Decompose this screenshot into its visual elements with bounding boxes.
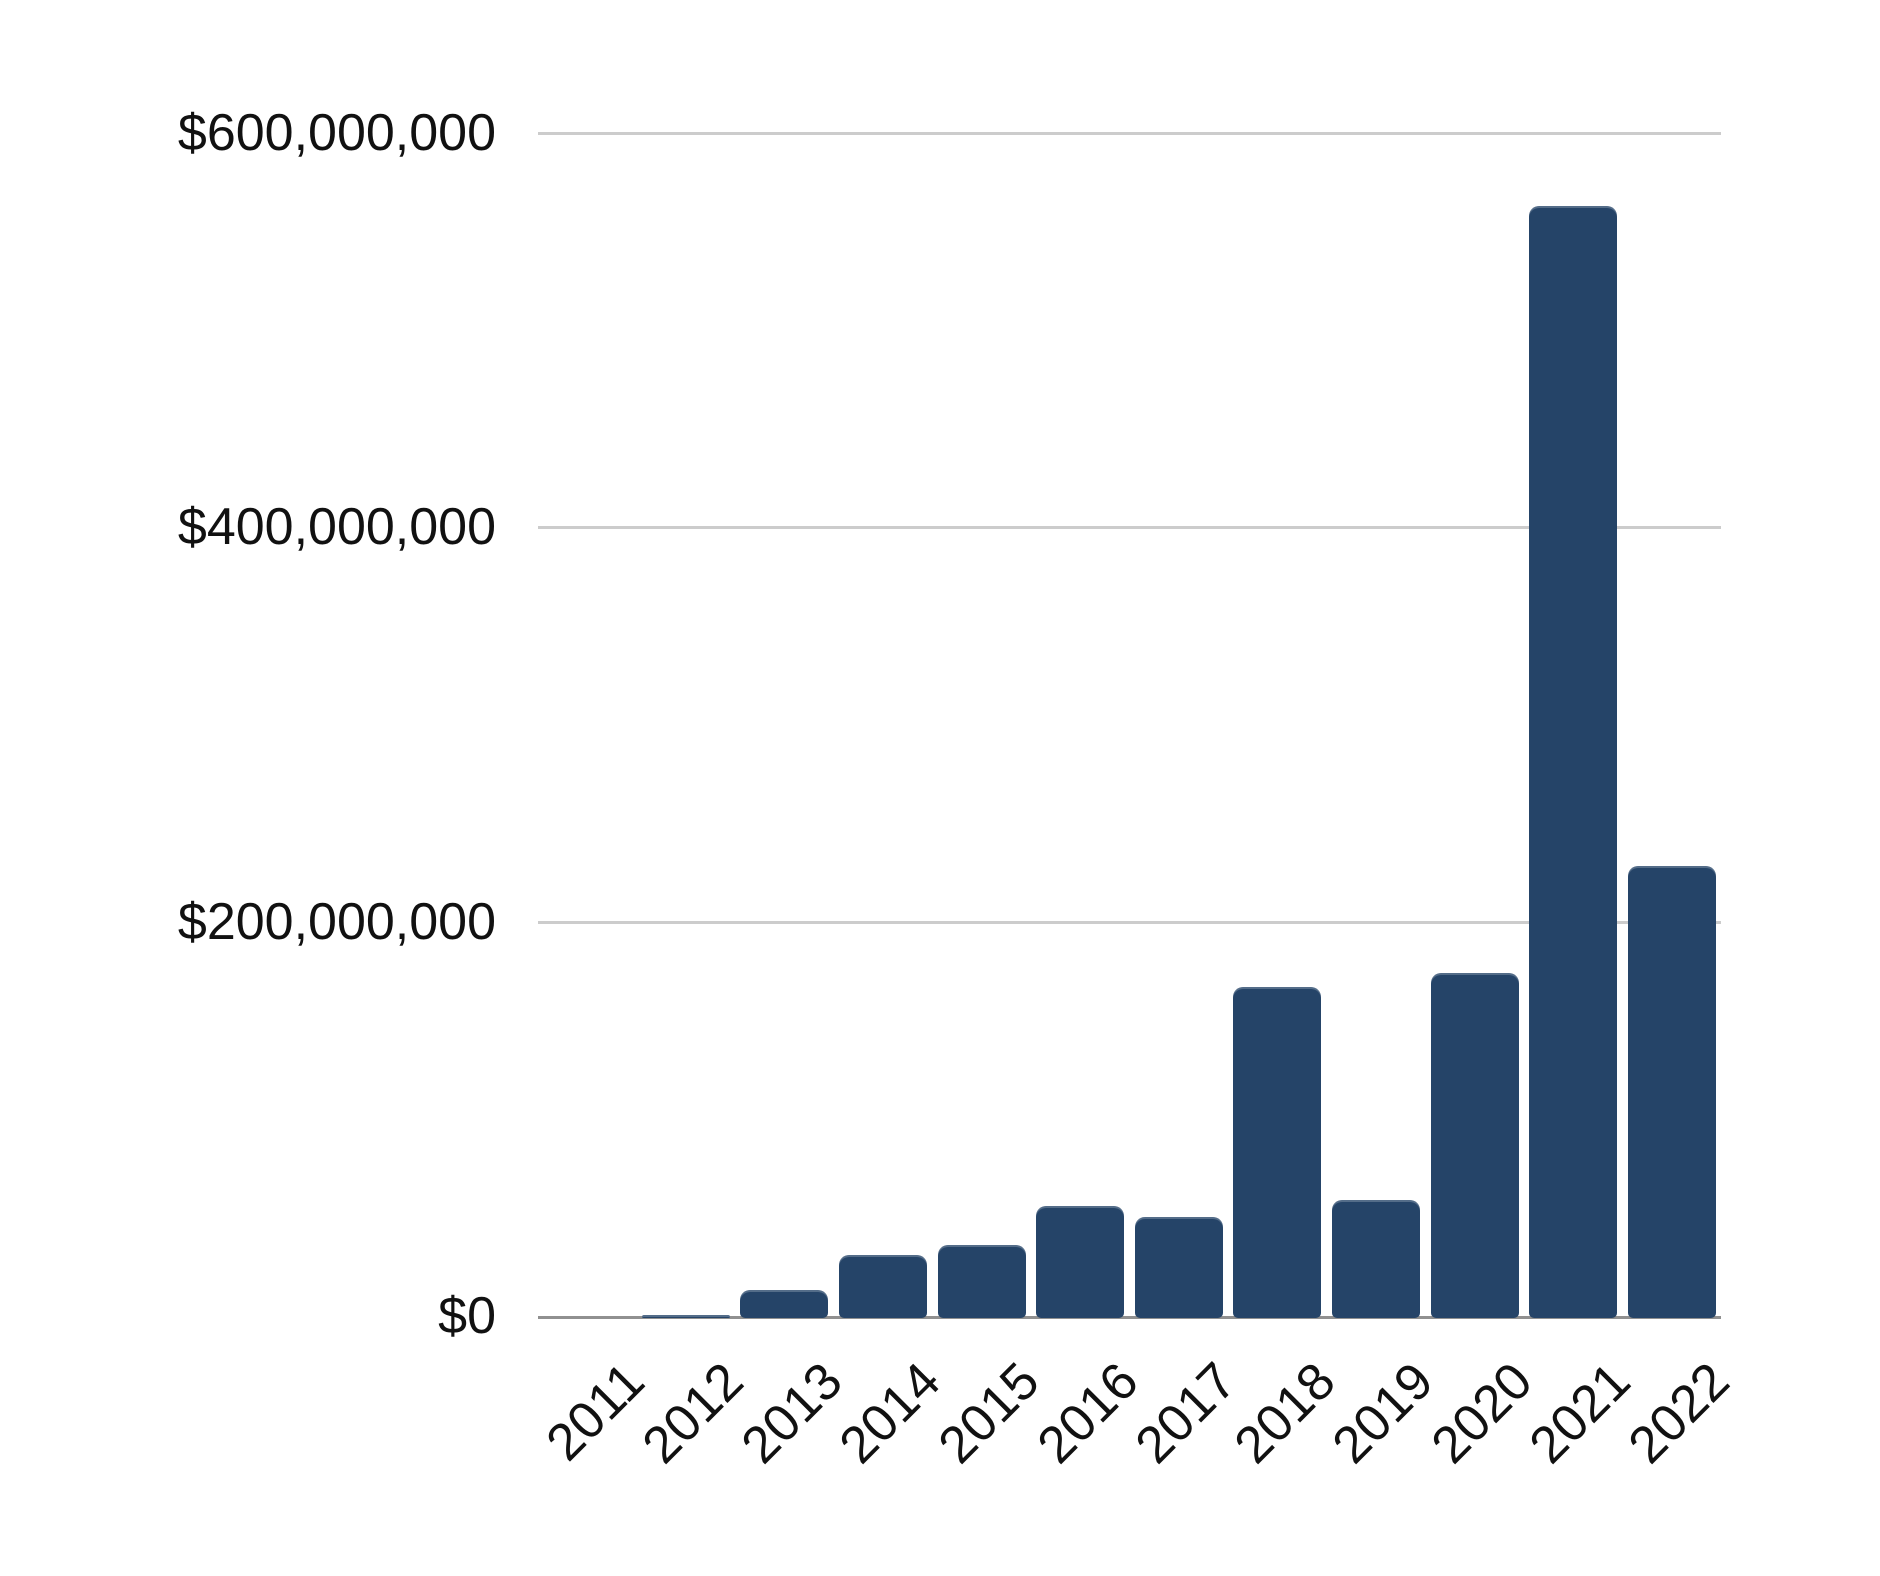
x-axis-tick-label: 2019 <box>1322 1351 1445 1475</box>
bar-2018 <box>1233 986 1322 1318</box>
x-axis-tick-label: 2011 <box>536 1351 657 1472</box>
bar-2021 <box>1529 205 1618 1318</box>
y-axis-tick-label: $200,000,000 <box>177 892 496 951</box>
x-axis-tick-label: 2014 <box>829 1351 952 1475</box>
gridline-200000000 <box>538 920 1721 924</box>
x-axis-tick-label: 2012 <box>631 1351 755 1475</box>
x-axis-tick-label: 2018 <box>1223 1351 1347 1475</box>
bar-2019 <box>1331 1199 1420 1318</box>
gridline-600000000 <box>538 132 1721 135</box>
bar-2017 <box>1134 1217 1223 1318</box>
x-axis-tick-label: 2021 <box>1519 1351 1643 1475</box>
x-axis-tick-label: 2017 <box>1124 1351 1248 1475</box>
y-axis-tick-label: $400,000,000 <box>177 498 496 557</box>
bar-2014 <box>839 1254 928 1318</box>
x-axis-tick-label: 2015 <box>927 1351 1051 1475</box>
gridline-400000000 <box>538 526 1721 530</box>
bar-2022 <box>1627 866 1716 1318</box>
x-axis-tick-label: 2022 <box>1617 1351 1741 1475</box>
y-axis-tick-label: $0 <box>438 1287 496 1345</box>
bar-2012 <box>641 1315 730 1318</box>
bar-2016 <box>1036 1205 1125 1318</box>
bar-2013 <box>740 1290 829 1318</box>
x-axis-line <box>538 1316 1721 1319</box>
y-axis-tick-label: $600,000,000 <box>177 104 496 162</box>
x-axis-tick-label: 2013 <box>730 1351 854 1475</box>
bar-2015 <box>937 1245 1026 1318</box>
x-axis-tick-label: 2016 <box>1026 1351 1150 1475</box>
bar-2020 <box>1430 972 1519 1318</box>
x-axis-tick-label: 2020 <box>1420 1351 1544 1475</box>
